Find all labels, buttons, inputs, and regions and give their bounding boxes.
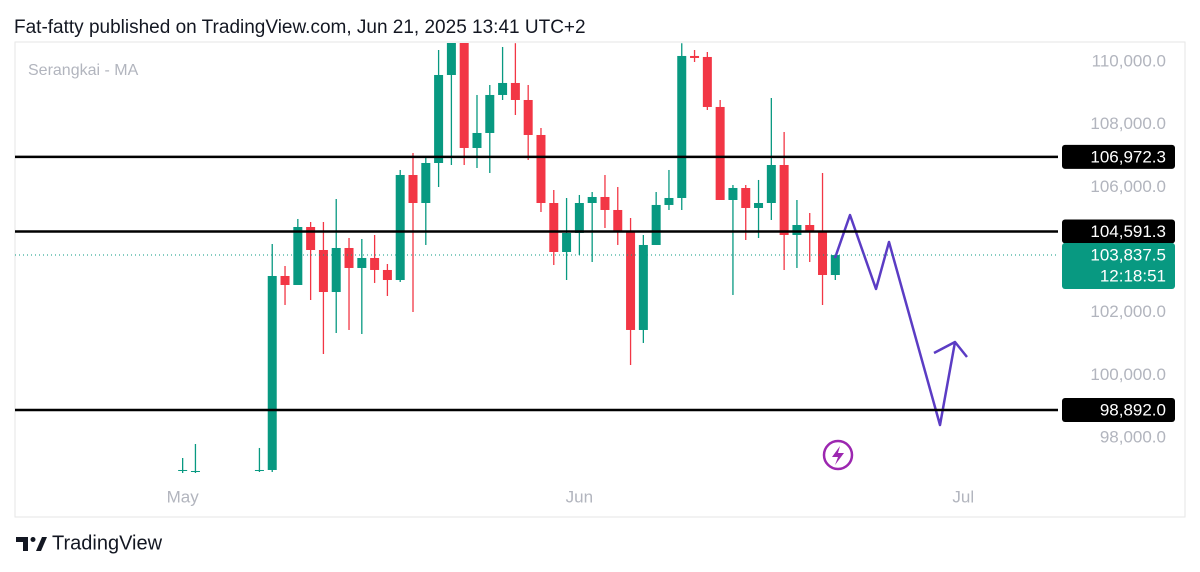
candle-body (638, 244, 648, 330)
candle-body (728, 187, 738, 200)
y-tick-label: 98,000.0 (1100, 427, 1166, 446)
x-tick-label: May (167, 487, 200, 506)
candle-body (280, 275, 290, 285)
candle-body (830, 255, 840, 275)
candle-body (754, 203, 764, 208)
level-label-box (1062, 397, 1175, 422)
candle-body (485, 94, 495, 133)
forecast-arrow (933, 340, 956, 355)
forecast-path (833, 213, 968, 427)
candle-body (331, 247, 341, 293)
candle-body (267, 275, 277, 470)
candle-body (498, 82, 508, 95)
candle-body (459, 43, 469, 148)
candle-body (446, 43, 456, 75)
candle-body (434, 74, 444, 163)
candle-body (792, 224, 802, 235)
candle-body (370, 257, 380, 270)
candle-body (357, 257, 367, 268)
candle-body (702, 56, 712, 107)
level-label: 98,892.0 (1100, 400, 1166, 419)
candle-body (626, 231, 636, 330)
y-tick-label: 102,000.0 (1090, 302, 1166, 321)
y-tick-label: 100,000.0 (1090, 365, 1166, 384)
candle-body (510, 82, 520, 100)
candle-body (600, 196, 610, 210)
candle-body (818, 231, 828, 275)
level-label-box (1062, 219, 1175, 244)
candle-body (766, 164, 776, 204)
candle-body (677, 55, 687, 198)
last-price-box (1062, 243, 1175, 290)
x-tick-label: Jun (566, 487, 593, 506)
event-icon (822, 439, 854, 471)
candle-body (395, 174, 405, 281)
candle-body (536, 134, 546, 204)
candle-body (382, 269, 392, 281)
candle-body (472, 132, 482, 148)
candle-body (549, 203, 559, 252)
candle-body (306, 226, 316, 250)
plot-area (178, 43, 840, 473)
y-tick-label: 108,000.0 (1090, 114, 1166, 133)
level-label: 106,972.3 (1090, 147, 1166, 166)
candle-body (664, 197, 674, 205)
level-label: 104,591.3 (1090, 222, 1166, 241)
candle-body (715, 106, 725, 200)
candle-body (190, 470, 200, 472)
candle-body (805, 224, 815, 232)
candle-body (741, 187, 751, 208)
footer-brand: TradingView (52, 532, 163, 554)
candle-body (690, 55, 700, 58)
candle-body (779, 164, 789, 235)
drawing (833, 213, 968, 427)
x-tick-label: Jul (952, 487, 974, 506)
candle-body (613, 209, 623, 232)
level-label-box (1062, 144, 1175, 169)
chart-frame (14, 41, 1186, 518)
candle-body (408, 174, 418, 204)
logo (16, 537, 47, 551)
candle-body (562, 232, 572, 252)
candle-body (318, 249, 328, 293)
candle-body (574, 203, 584, 233)
legend: Serangkai - MA (28, 62, 139, 79)
candle-body (254, 469, 264, 471)
candle-body (523, 99, 533, 135)
y-tick-label: 106,000.0 (1090, 177, 1166, 196)
candle-body (293, 226, 303, 285)
header-title: Fat-fatty published on TradingView.com, … (14, 17, 586, 38)
candle-body (178, 469, 188, 471)
last-price-label: 103,837.5 (1090, 246, 1166, 265)
candle-body (587, 196, 597, 204)
candle-body (344, 247, 354, 268)
countdown-label: 12:18:51 (1100, 267, 1166, 286)
candle-body (421, 162, 431, 204)
axes: 98,000.0 100,000.0 102,000.0 106,000.0 108,0… (15, 51, 1175, 506)
candle-body (651, 204, 661, 245)
y-tick-label: 110,000.0 (1092, 51, 1166, 70)
